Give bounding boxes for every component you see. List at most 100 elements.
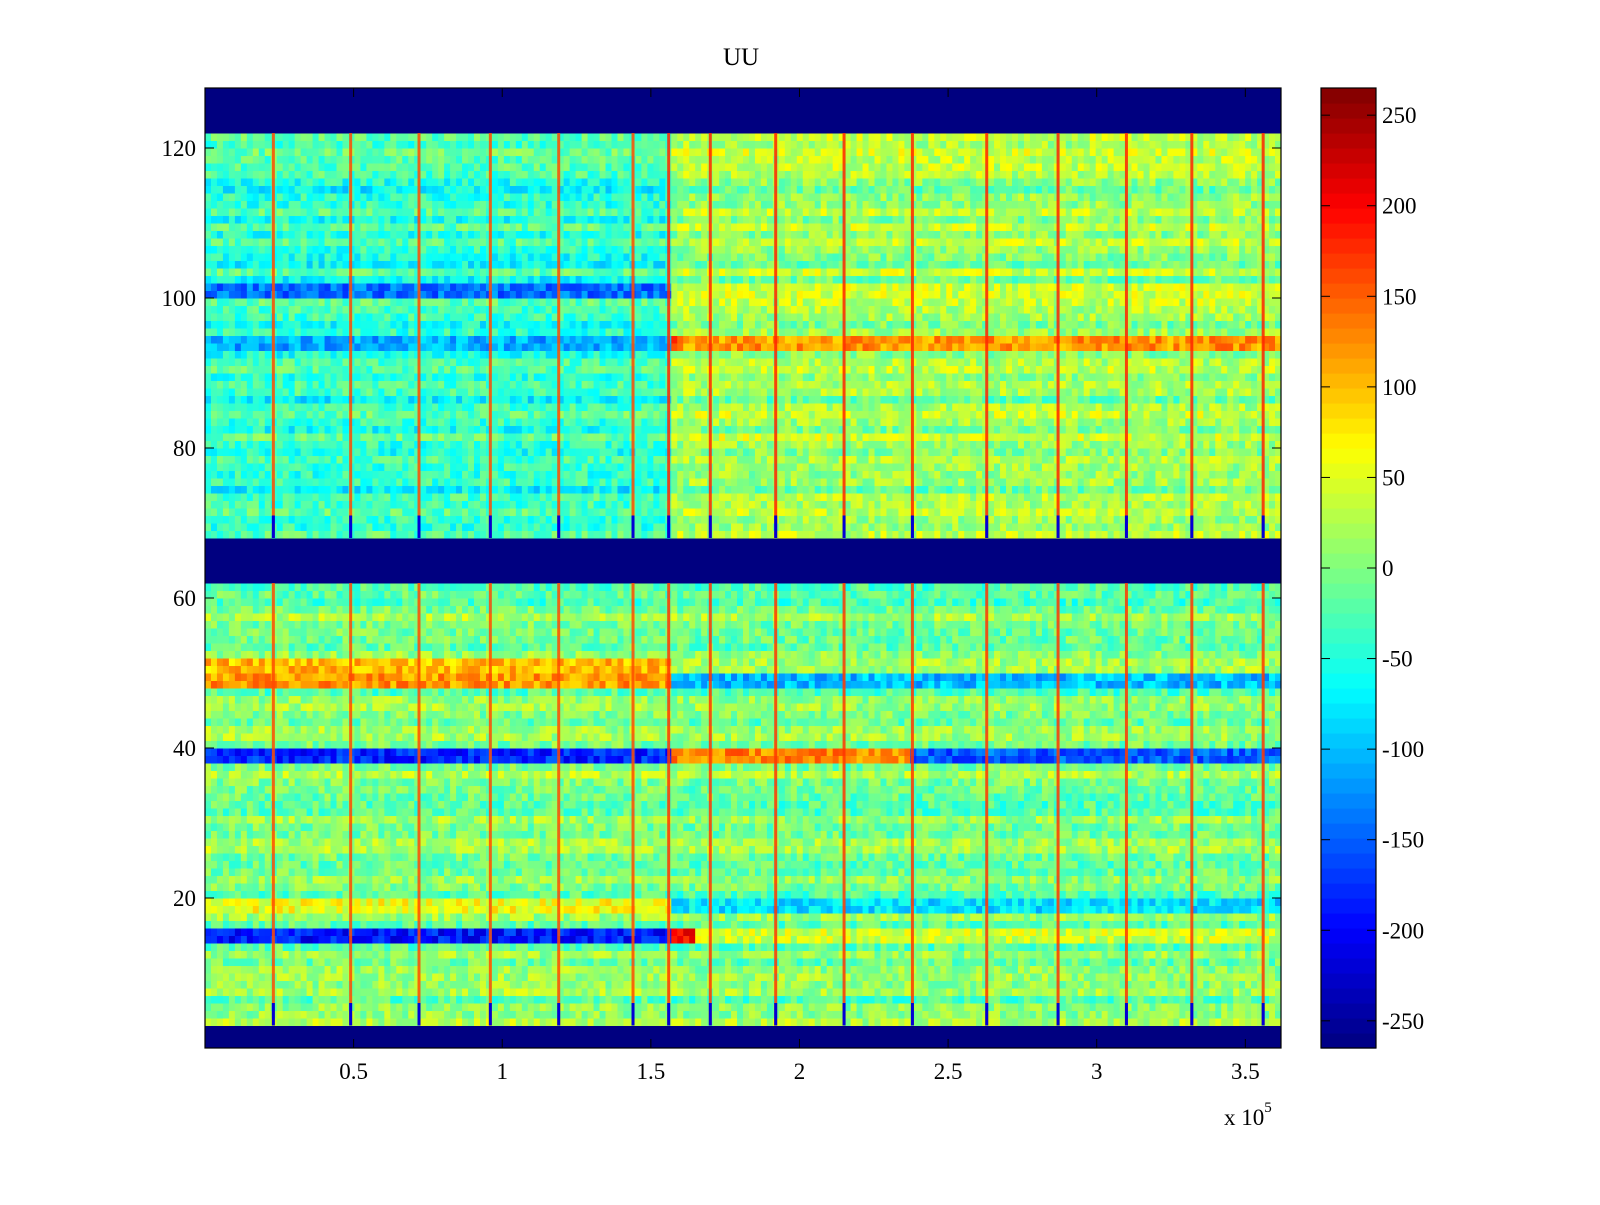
heatmap-cell: [563, 995, 571, 1004]
heatmap-cell: [838, 890, 846, 899]
heatmap-cell: [862, 920, 870, 929]
heatmap-cell: [479, 890, 487, 899]
heatmap-cell: [210, 995, 218, 1004]
heatmap-cell: [276, 935, 284, 944]
heatmap-cell: [515, 928, 523, 936]
heatmap-cell: [952, 838, 959, 846]
heatmap-cell: [952, 830, 959, 839]
heatmap-cell: [808, 973, 816, 981]
heatmap-cell: [1173, 823, 1180, 831]
heatmap-cell: [246, 845, 254, 854]
heatmap-cell: [1275, 950, 1282, 959]
heatmap-cell: [701, 853, 708, 861]
heatmap-cell: [360, 943, 367, 951]
heatmap-cell: [677, 928, 684, 936]
heatmap-cell: [904, 913, 911, 921]
heatmap-cell: [641, 853, 648, 861]
heatmap-cell: [509, 995, 517, 1004]
heatmap-cell: [1137, 898, 1145, 906]
heatmap-cell: [450, 1018, 457, 1026]
heatmap-cell: [623, 830, 630, 839]
heatmap-cell: [659, 830, 666, 839]
heatmap-cell: [1149, 905, 1156, 914]
heatmap-cell: [300, 815, 308, 824]
heatmap-cell: [539, 875, 547, 884]
heatmap-cell: [384, 890, 391, 899]
heatmap-cell: [892, 868, 899, 876]
heatmap-cell: [1197, 980, 1204, 989]
heatmap-cell: [766, 890, 774, 899]
heatmap-cell: [856, 883, 864, 891]
heatmap-cell: [593, 943, 601, 951]
heatmap-cell: [868, 1003, 876, 1011]
heatmap-cell: [1233, 973, 1240, 981]
heatmap-cell: [784, 928, 792, 936]
heatmap-cell: [928, 980, 935, 989]
heatmap-cell: [994, 988, 1001, 996]
heatmap-cell: [312, 890, 320, 899]
heatmap-cell: [970, 830, 977, 839]
heatmap-cell: [725, 868, 732, 876]
heatmap-cell: [539, 815, 547, 824]
heatmap-cell: [731, 860, 738, 869]
heatmap-cell: [1125, 973, 1133, 981]
heatmap-cell: [1113, 890, 1121, 899]
heatmap-cell: [324, 860, 332, 869]
heatmap-cell: [868, 860, 876, 869]
heatmap-cell: [444, 823, 451, 831]
heatmap-cell: [748, 995, 756, 1004]
heatmap-cell: [360, 1003, 367, 1011]
heatmap-cell: [1257, 950, 1264, 959]
heatmap-cell: [222, 935, 230, 944]
heatmap-cell: [808, 965, 816, 974]
heatmap-cell: [635, 823, 642, 831]
heatmap-cell: [1137, 838, 1145, 846]
heatmap-cell: [294, 905, 302, 914]
heatmap-cell: [862, 845, 870, 854]
heatmap-cell: [814, 1003, 822, 1011]
heatmap-cell: [205, 943, 212, 951]
heatmap-cell: [1089, 860, 1097, 869]
heatmap-cell: [647, 845, 654, 854]
heatmap-cell: [1012, 958, 1019, 966]
heatmap-cell: [844, 868, 852, 876]
heatmap-cell: [695, 988, 702, 996]
heatmap-cell: [1245, 988, 1252, 996]
heatmap-cell: [593, 838, 601, 846]
heatmap-cell: [240, 980, 248, 989]
heatmap-cell: [623, 815, 630, 824]
heatmap-cell: [581, 928, 589, 936]
heatmap-cell: [796, 815, 804, 824]
heatmap-cell: [563, 815, 571, 824]
heatmap-cell: [312, 1003, 320, 1011]
heatmap-cell: [390, 973, 397, 981]
heatmap-cell: [378, 838, 385, 846]
heatmap-cell: [587, 830, 595, 839]
heatmap-cell: [1071, 980, 1079, 989]
heatmap-cell: [1000, 950, 1007, 959]
heatmap-cell: [1089, 943, 1097, 951]
heatmap-cell: [1269, 935, 1276, 944]
heatmap-cell: [282, 823, 290, 831]
heatmap-cell: [617, 988, 624, 996]
heatmap-cell: [713, 913, 720, 921]
heatmap-cell: [1221, 883, 1228, 891]
heatmap-cell: [264, 905, 272, 914]
heatmap-cell: [420, 890, 427, 899]
heatmap-cell: [336, 935, 343, 944]
heatmap-cell: [205, 853, 212, 861]
heatmap-cell: [294, 898, 302, 906]
heatmap-cell: [1161, 868, 1168, 876]
heatmap-cell: [952, 920, 959, 929]
heatmap-cell: [509, 913, 517, 921]
heatmap-cell: [1017, 958, 1025, 966]
heatmap-cell: [1155, 920, 1162, 929]
heatmap-cell: [354, 973, 361, 981]
heatmap-cell: [276, 853, 284, 861]
heatmap-cell: [474, 868, 481, 876]
heatmap-cell: [778, 973, 786, 981]
heatmap-cell: [360, 988, 367, 996]
heatmap-cell: [946, 815, 953, 824]
heatmap-cell: [1155, 980, 1162, 989]
heatmap-cell: [210, 860, 218, 869]
